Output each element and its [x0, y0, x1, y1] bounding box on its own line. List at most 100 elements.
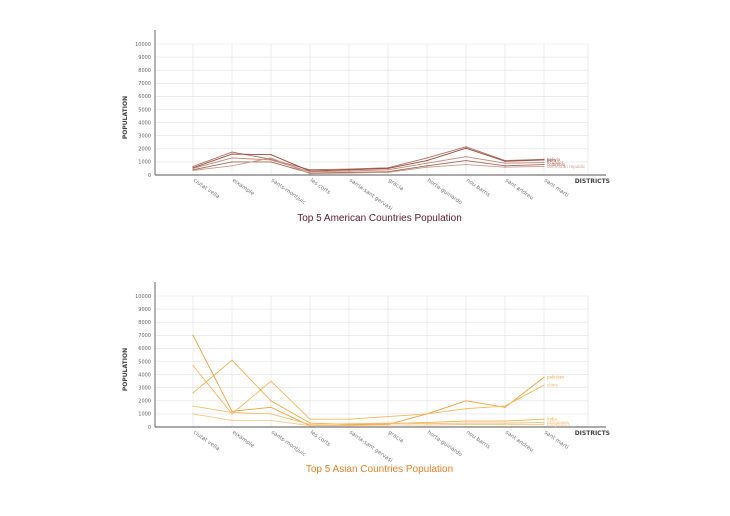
- data-point: [543, 159, 545, 161]
- data-point: [270, 159, 272, 161]
- data-point: [270, 400, 272, 402]
- data-point: [387, 171, 389, 173]
- series-line-philippines: [192, 405, 545, 425]
- y-tick-label: 0: [148, 173, 151, 179]
- data-point: [270, 161, 272, 163]
- y-tick-label: 5000: [138, 359, 151, 365]
- series-line-dominican-republic: [192, 157, 545, 175]
- series-line-bangladesh: [192, 413, 544, 427]
- data-point: [465, 156, 467, 158]
- y-tick-label: 10000: [135, 294, 151, 300]
- y-tick-label: 4000: [138, 120, 151, 126]
- data-point: [309, 423, 311, 425]
- chart-1: 0 1000 2000 3000 4000 5000 6000 7000 8000 9000 100…: [122, 30, 610, 224]
- data-point: [309, 418, 311, 420]
- data-point: [192, 169, 194, 172]
- data-point: [348, 418, 350, 420]
- y-tick-label: 10000: [135, 42, 151, 48]
- data-point: [465, 400, 467, 402]
- series-line-pakistan: [192, 335, 545, 427]
- data-point: [270, 406, 272, 408]
- x-tick-label: sant andreu: [504, 430, 534, 454]
- data-point: [504, 405, 506, 407]
- data-point: [348, 172, 350, 174]
- legend-label: pakistan: [547, 375, 565, 380]
- data-point: [426, 424, 428, 426]
- data-point: [426, 421, 428, 424]
- legend-label: bolivia: [547, 157, 561, 162]
- data-point: [465, 163, 467, 166]
- data-point: [543, 418, 545, 420]
- legend-label: ecuador: [547, 160, 564, 165]
- data-point: [231, 413, 233, 415]
- data-point: [465, 147, 467, 149]
- x-axis-label: DISTRICTS: [575, 178, 610, 185]
- data-point: [465, 408, 467, 410]
- chart-title: Top 5 American Countries Population: [297, 213, 462, 224]
- y-axis-label: POPULATION: [122, 96, 129, 139]
- y-axis-label: POPULATION: [122, 348, 129, 391]
- x-tick-label: les corts: [309, 430, 332, 448]
- y-tick-label: 1000: [138, 160, 151, 166]
- data-point: [543, 421, 545, 424]
- data-point: [231, 165, 233, 167]
- data-point: [231, 411, 233, 414]
- x-tick-label: eixample: [231, 430, 256, 450]
- x-tick-label: gracia: [387, 178, 404, 193]
- data-point: [387, 415, 389, 418]
- data-point: [504, 162, 506, 164]
- series-line-bolivia: [192, 146, 545, 171]
- data-point: [387, 169, 389, 171]
- x-tick-label: sant marti: [543, 178, 570, 199]
- data-point: [231, 157, 233, 159]
- data-point: [504, 423, 506, 425]
- series-line-ecuador: [192, 156, 545, 173]
- y-tick-label: 1000: [138, 412, 151, 418]
- data-point: [192, 413, 194, 415]
- data-point: [465, 420, 467, 422]
- data-point: [270, 419, 272, 422]
- y-tick-label: 0: [148, 425, 151, 431]
- x-tick-label: sarria-sant gervasi: [348, 430, 394, 465]
- y-tick-label: 3000: [138, 386, 151, 392]
- data-point: [504, 420, 506, 422]
- legend-label: peru: [547, 157, 557, 162]
- data-point: [192, 167, 194, 170]
- data-point: [387, 424, 389, 426]
- y-tick-label: 8000: [138, 320, 151, 326]
- data-point: [309, 425, 311, 427]
- data-point: [543, 384, 545, 386]
- data-point: [426, 162, 428, 164]
- data-point: [543, 376, 545, 378]
- data-point: [270, 157, 272, 159]
- data-point: [543, 165, 545, 168]
- series-line-india: [192, 359, 545, 425]
- y-tick-label: 2000: [138, 399, 151, 405]
- y-tick-label: 8000: [138, 68, 151, 74]
- x-tick-label: sants-montjuic: [270, 178, 307, 206]
- chart-2: 0 1000 2000 3000 4000 5000 6000 7000 8000 9000 100…: [122, 282, 610, 475]
- data-point: [231, 151, 233, 153]
- x-tick-label: horta-guinardo: [426, 178, 464, 207]
- data-point: [504, 165, 506, 167]
- x-tick-label: gracia: [387, 430, 404, 445]
- data-point: [543, 161, 545, 164]
- y-tick-label: 7000: [138, 81, 151, 87]
- data-point: [426, 166, 428, 168]
- x-tick-label: ciutat vella: [192, 430, 220, 452]
- data-point: [231, 161, 233, 163]
- data-point: [231, 359, 233, 361]
- data-point: [231, 419, 233, 422]
- y-tick-label: 2000: [138, 147, 151, 153]
- data-point: [270, 413, 272, 415]
- data-point: [309, 171, 311, 173]
- data-point: [192, 405, 194, 407]
- data-point: [504, 160, 506, 162]
- data-point: [192, 364, 194, 367]
- x-tick-label: sants-montjuic: [270, 430, 307, 458]
- x-tick-label: sant andreu: [504, 178, 534, 202]
- data-point: [309, 422, 311, 424]
- data-point: [309, 169, 311, 171]
- y-tick-label: 5000: [138, 107, 151, 113]
